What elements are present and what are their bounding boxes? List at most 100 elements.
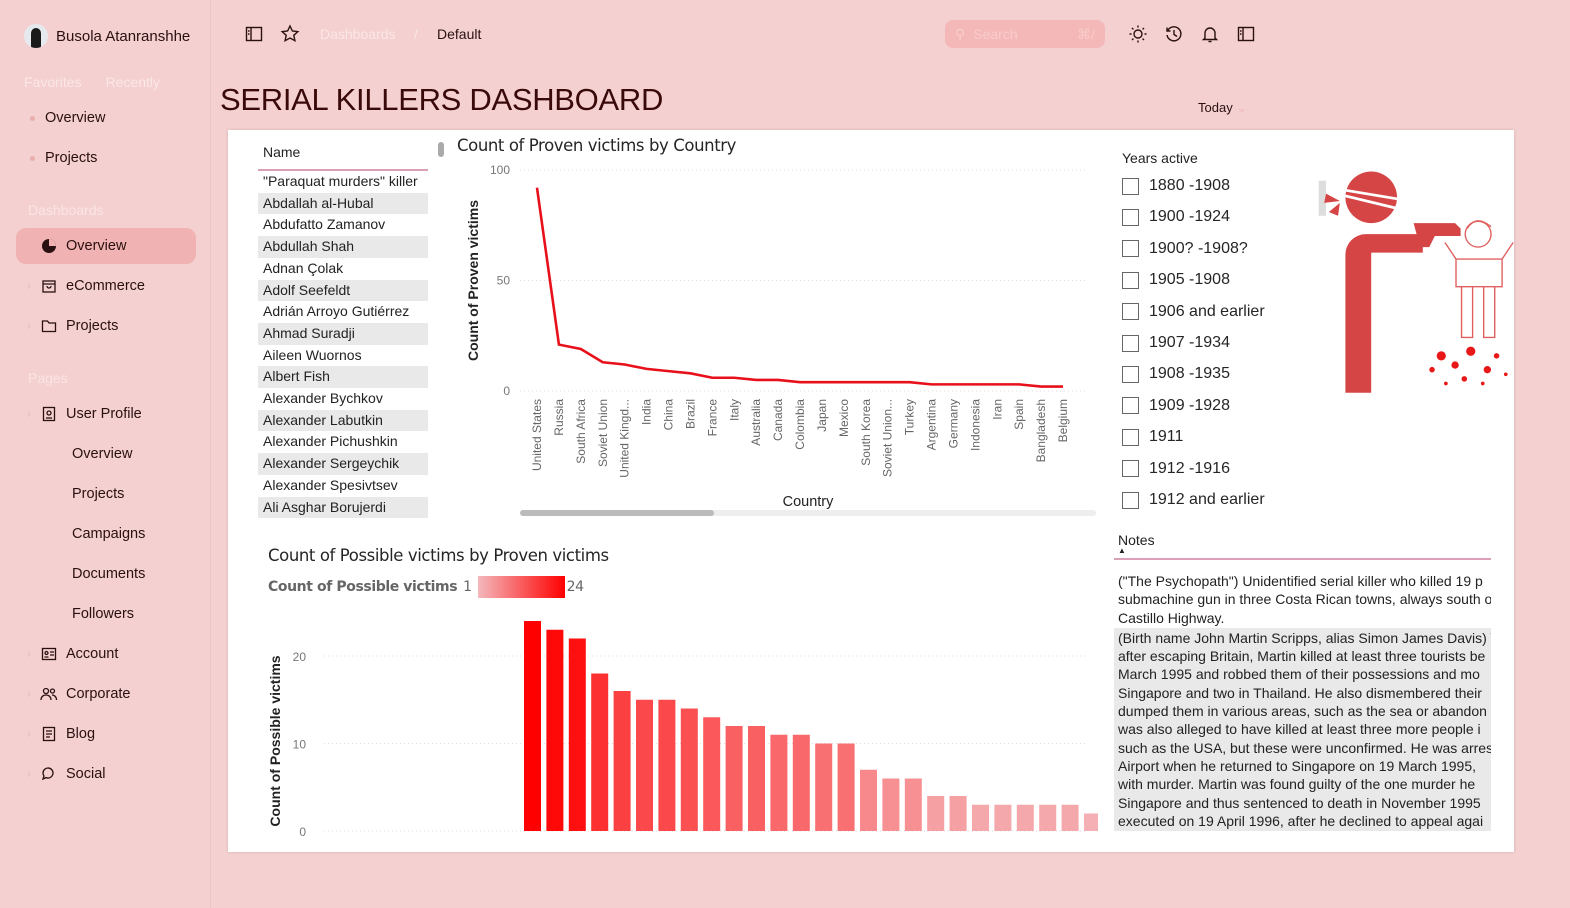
name-list-item[interactable]: Alexander Pichushkin — [263, 433, 398, 450]
sidebar-item-account[interactable]: › Account — [27, 645, 119, 663]
sidebar-subitem-campaigns[interactable]: Campaigns — [72, 526, 146, 542]
bar — [591, 673, 609, 831]
name-list-item[interactable]: "Paraquat murders" killer — [263, 173, 418, 189]
name-list-item[interactable]: Albert Fish — [258, 366, 428, 388]
search-input[interactable]: ⚲ Search ⌘/ — [945, 20, 1105, 48]
x-tick-label: France — [705, 399, 719, 437]
note-row[interactable]: ("The Psychopath") Unidentified serial k… — [1114, 571, 1491, 628]
history-icon[interactable] — [1164, 24, 1184, 44]
tab-favorites[interactable]: Favorites — [24, 74, 82, 90]
folder-icon — [40, 317, 58, 335]
y-axis-title: Count of Proven victims — [465, 200, 481, 361]
name-list-item[interactable]: Ahmad Suradji — [258, 322, 428, 345]
killer-illustration — [1318, 171, 1514, 393]
year-checkbox[interactable]: 1911 — [1122, 428, 1183, 446]
favorite-projects[interactable]: Projects — [16, 140, 196, 176]
sidebar-toggle-icon[interactable] — [244, 24, 264, 44]
checkbox-icon[interactable] — [1122, 491, 1139, 509]
year-label: 1900 -1924 — [1149, 208, 1230, 226]
x-tick-label: Soviet Union — [596, 399, 610, 467]
y-tick-label: 0 — [299, 825, 306, 839]
year-checkbox[interactable]: 1900? -1908? — [1122, 240, 1248, 258]
sidebar-subitem-overview[interactable]: Overview — [72, 446, 133, 462]
sort-ascending-icon[interactable]: ▲ — [1118, 546, 1126, 555]
name-list-item[interactable]: Alexander Labutkin — [258, 409, 428, 432]
note-row[interactable]: (Birth name John Martin Scripps, alias S… — [1114, 627, 1491, 831]
bar — [860, 769, 877, 831]
favorite-overview[interactable]: Overview — [16, 100, 196, 136]
name-list-item[interactable]: Adnan Çolak — [263, 259, 344, 276]
sidebar-item-ecommerce[interactable]: › eCommerce — [27, 278, 145, 294]
sidebar-item-blog[interactable]: › Blog — [27, 726, 96, 742]
year-label: 1908 -1935 — [1149, 365, 1230, 383]
checkbox-icon[interactable] — [1122, 208, 1139, 226]
notes-table[interactable]: ("The Psychopath") Unidentified serial k… — [1114, 571, 1491, 831]
y-tick-label: 0 — [503, 384, 510, 398]
sun-icon[interactable] — [1128, 24, 1148, 44]
name-list-item[interactable]: Alexander Bychkov — [263, 390, 383, 406]
user-profile[interactable]: Busola Atanranshhe — [24, 24, 190, 48]
bar — [815, 743, 833, 831]
bell-icon[interactable] — [1200, 24, 1220, 44]
sidebar-item-user-profile[interactable]: › User Profile — [27, 406, 142, 422]
name-list-item[interactable]: Adolf Seefeldt — [258, 279, 428, 302]
tab-recently[interactable]: Recently — [105, 74, 161, 90]
sidebar-subitem-followers[interactable]: Followers — [72, 606, 135, 622]
note-line: March 1995 and robbed them of their poss… — [1118, 666, 1480, 683]
year-checkbox[interactable]: 1906 and earlier — [1122, 303, 1265, 321]
sidebar-subitem-documents[interactable]: Documents — [72, 566, 146, 582]
breadcrumb-dashboards[interactable]: Dashboards — [320, 26, 396, 42]
year-checkbox[interactable]: 1908 -1935 — [1122, 365, 1230, 383]
name-list-item[interactable]: Abdufatto Zamanov — [263, 216, 386, 233]
date-filter-dropdown[interactable]: Today ⌄ — [1198, 100, 1247, 116]
year-checkbox[interactable]: 1912 and earlier — [1122, 491, 1265, 509]
sidebar-subitem-projects[interactable]: Projects — [72, 486, 125, 502]
sidebar: Busola Atanranshhe Favorites Recently Ov… — [0, 0, 211, 908]
name-list-item[interactable]: Aileen Wuornos — [263, 346, 362, 363]
checkbox-icon[interactable] — [1122, 397, 1139, 415]
name-list-item[interactable]: Adrián Arroyo Gutiérrez — [263, 303, 410, 320]
star-icon[interactable] — [280, 24, 300, 44]
x-tick-label: South Korea — [859, 399, 873, 466]
id-card-icon — [40, 645, 58, 663]
name-list-item[interactable]: Alexander Spesivtsev — [263, 476, 398, 493]
checkbox-icon[interactable] — [1122, 428, 1139, 446]
scrollbar[interactable] — [438, 142, 444, 157]
name-list-item[interactable]: Ali Asghar Borujerdi — [258, 496, 428, 519]
section-pages: Pages — [28, 370, 68, 386]
notes-header[interactable]: Notes ▲ — [1118, 532, 1155, 555]
name-list-item[interactable]: Abdallah al-Hubal — [258, 192, 428, 215]
checkbox-icon[interactable] — [1122, 303, 1139, 321]
year-checkbox[interactable]: 1880 -1908 — [1122, 177, 1230, 195]
checkbox-icon[interactable] — [1122, 365, 1139, 383]
checkbox-icon[interactable] — [1122, 177, 1139, 195]
breadcrumb-default[interactable]: Default — [437, 26, 482, 42]
sidebar-item-corporate[interactable]: › Corporate — [27, 686, 131, 702]
name-list-item[interactable]: Abdullah Shah — [258, 236, 428, 258]
search-shortcut: ⌘/ — [1077, 25, 1095, 42]
panel-toggle-icon[interactable] — [1236, 24, 1256, 44]
checkbox-icon[interactable] — [1122, 240, 1139, 258]
x-tick-label: South Africa — [574, 399, 588, 464]
sidebar-item-social[interactable]: › Social — [27, 766, 106, 782]
checkbox-icon[interactable] — [1122, 271, 1139, 289]
checkbox-icon[interactable] — [1122, 334, 1139, 352]
search-icon: ⚲ — [955, 25, 966, 42]
section-dashboards: Dashboards — [28, 202, 104, 218]
year-checkbox[interactable]: 1900 -1924 — [1122, 208, 1230, 226]
bar — [613, 691, 631, 831]
year-checkbox[interactable]: 1909 -1928 — [1122, 397, 1230, 415]
year-checkbox[interactable]: 1912 -1916 — [1122, 460, 1230, 478]
search-placeholder: Search — [973, 26, 1018, 42]
year-checkbox[interactable]: 1907 -1934 — [1122, 334, 1230, 352]
sidebar-item-overview[interactable]: Overview — [16, 228, 196, 264]
name-list-item[interactable]: Alexander Sergeychik — [258, 453, 428, 475]
y-tick-label: 20 — [293, 650, 307, 664]
year-label: 1907 -1934 — [1149, 334, 1230, 351]
x-tick-label: Bangladesh — [1034, 399, 1048, 462]
year-checkbox[interactable]: 1905 -1908 — [1122, 271, 1230, 289]
sidebar-item-projects[interactable]: › Projects — [27, 317, 119, 335]
checkbox-icon[interactable] — [1122, 460, 1139, 478]
x-tick-label: Iran — [990, 399, 1004, 420]
note-line: dumped them in various areas, such as th… — [1118, 703, 1487, 720]
